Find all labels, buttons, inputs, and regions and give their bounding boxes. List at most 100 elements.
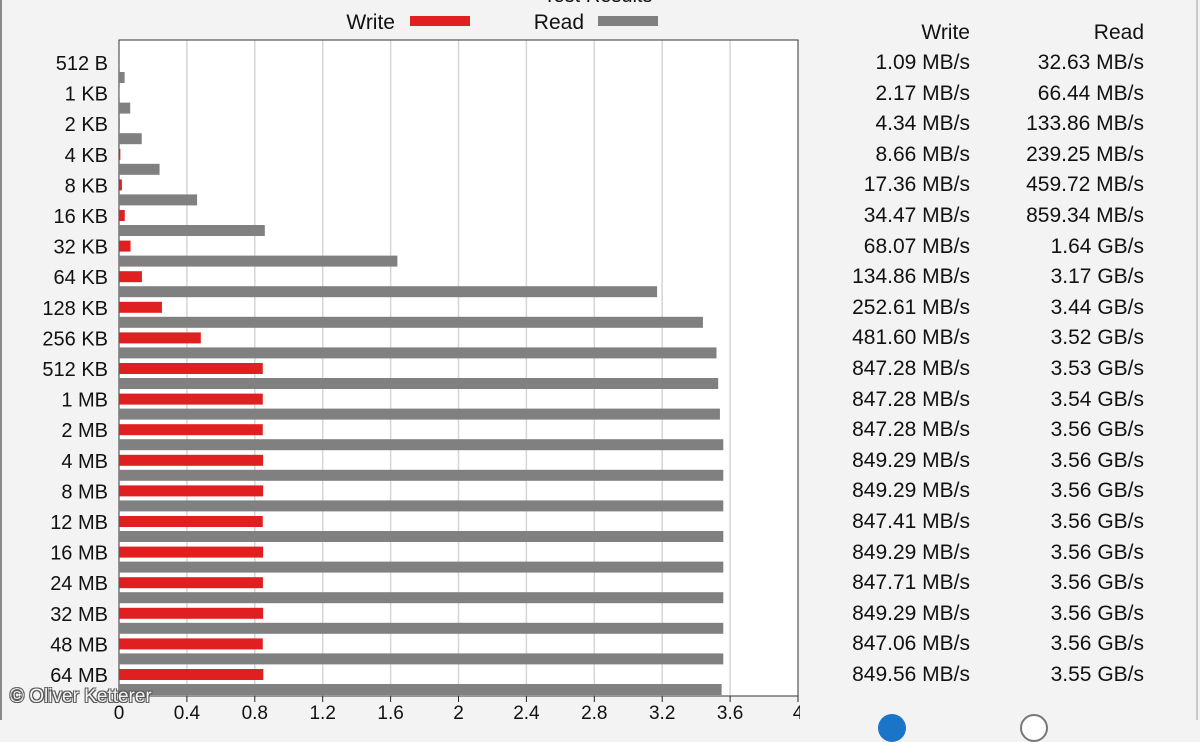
x-tick-label: 1.6 (377, 703, 403, 720)
x-tick-label: 2 (453, 703, 464, 720)
read-speed-value: 3.56 GB/s (970, 601, 1144, 627)
write-speed-value: 847.71 MB/s (800, 570, 970, 596)
read-speed-value: 133.86 MB/s (970, 111, 1144, 137)
write-speed-value: 252.61 MB/s (800, 295, 970, 321)
y-category-label: 1 MB (61, 390, 108, 412)
x-tick-label: 0.8 (242, 703, 268, 720)
x-tick-label: 1.2 (309, 703, 335, 720)
x-tick-label: 4 (793, 703, 800, 720)
read-speed-value: 3.56 GB/s (970, 448, 1144, 474)
legend-read-swatch (598, 16, 658, 26)
y-category-label: 8 MB (61, 481, 108, 503)
write-bar (119, 516, 263, 527)
write-bar (119, 608, 263, 619)
read-speed-value: 239.25 MB/s (970, 142, 1144, 168)
write-speed-value: 849.29 MB/s (800, 478, 970, 504)
y-category-label: 256 KB (42, 328, 108, 350)
write-bar (119, 363, 263, 374)
y-category-label: 1 KB (65, 84, 108, 106)
write-speed-value: 849.56 MB/s (800, 662, 970, 688)
write-bar (119, 424, 263, 435)
io-per-second-radio[interactable] (1020, 714, 1048, 742)
write-bar (119, 332, 201, 343)
y-category-label: 16 MB (50, 543, 108, 565)
x-tick-label: 3.6 (717, 703, 743, 720)
x-tick-label: 2.4 (513, 703, 540, 720)
read-bar (119, 194, 197, 205)
write-bar (119, 485, 263, 496)
write-speed-value: 847.41 MB/s (800, 509, 970, 535)
write-bar (119, 547, 263, 558)
write-bar (119, 455, 263, 466)
photo-credit-watermark: © Oliver Ketterer (10, 686, 152, 708)
read-bar (119, 347, 717, 358)
write-bar (119, 577, 263, 588)
write-speed-value: 849.29 MB/s (800, 448, 970, 474)
write-bar (119, 241, 131, 252)
read-bar (119, 439, 723, 450)
read-speed-value: 3.44 GB/s (970, 295, 1144, 321)
read-speed-value: 3.53 GB/s (970, 356, 1144, 382)
read-bar (119, 103, 130, 114)
write-speed-value: 1.09 MB/s (800, 50, 970, 76)
write-speed-value: 8.66 MB/s (800, 142, 970, 168)
legend-read-label: Read (534, 11, 584, 34)
read-speed-value: 3.55 GB/s (970, 662, 1144, 688)
y-category-label: 32 MB (50, 604, 108, 626)
read-speed-value: 3.56 GB/s (970, 570, 1144, 596)
write-speed-value: 481.60 MB/s (800, 325, 970, 351)
results-write-header: Write (800, 20, 970, 46)
read-bar (119, 500, 723, 511)
y-category-label: 64 KB (54, 267, 108, 289)
y-category-label: 8 KB (65, 175, 108, 197)
write-speed-value: 847.28 MB/s (800, 417, 970, 443)
read-bar (119, 72, 125, 83)
write-bar (119, 179, 122, 190)
x-tick-label: 0.4 (174, 703, 201, 720)
read-speed-value: 859.34 MB/s (970, 203, 1144, 229)
read-bar (119, 133, 142, 144)
legend-write-label: Write (346, 11, 395, 34)
read-bar (119, 317, 703, 328)
write-speed-value: 849.29 MB/s (800, 601, 970, 627)
read-speed-value: 3.17 GB/s (970, 264, 1144, 290)
write-speed-value: 2.17 MB/s (800, 81, 970, 107)
read-speed-value: 3.56 GB/s (970, 509, 1144, 535)
x-tick-label: 2.8 (581, 703, 607, 720)
read-speed-value: 1.64 GB/s (970, 234, 1144, 260)
write-bar (119, 149, 120, 160)
window-right-border (1196, 0, 1198, 720)
write-speed-value: 847.06 MB/s (800, 631, 970, 657)
y-category-label: 24 MB (50, 573, 108, 595)
read-bar (119, 562, 723, 573)
write-speed-value: 4.34 MB/s (800, 111, 970, 137)
read-speed-value: 3.56 GB/s (970, 417, 1144, 443)
write-bar (119, 271, 142, 282)
read-bar (119, 653, 723, 664)
write-bar (119, 638, 263, 649)
write-bar (119, 118, 120, 129)
write-speed-value: 847.28 MB/s (800, 356, 970, 382)
y-category-label: 64 MB (50, 665, 108, 687)
read-bar (119, 164, 160, 175)
write-bar (119, 394, 263, 405)
y-category-label: 48 MB (50, 634, 108, 656)
read-speed-value: 66.44 MB/s (970, 81, 1144, 107)
y-category-label: 12 MB (50, 512, 108, 534)
bytes-per-second-radio[interactable] (878, 714, 906, 742)
y-category-label: 512 KB (42, 359, 108, 381)
